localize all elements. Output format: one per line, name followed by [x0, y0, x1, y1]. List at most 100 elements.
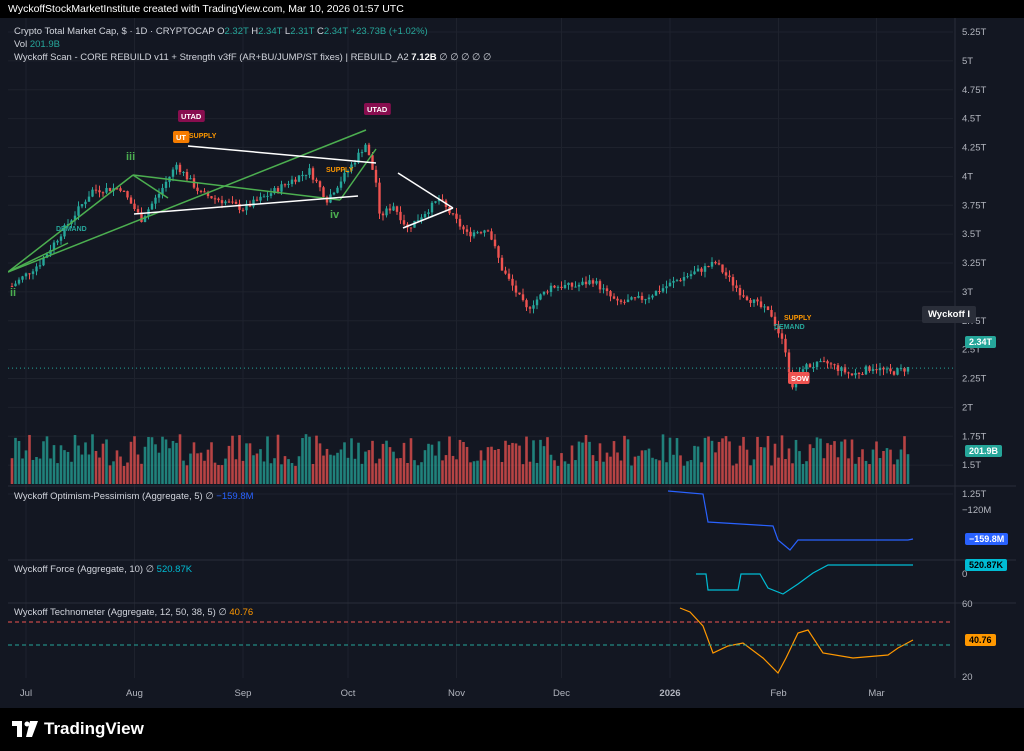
volume-bar [10, 458, 14, 484]
close-value: 2.34T [323, 26, 348, 37]
candle-body [430, 202, 434, 213]
volume-bar [497, 449, 500, 484]
candle-body [234, 201, 238, 204]
tradingview-logo[interactable]: TradingView [12, 718, 144, 740]
volume-bar [434, 455, 437, 484]
volume-bar [374, 463, 378, 484]
chart-svg[interactable]: 5.25T 5T 4.75T 4.5T 4.25T 4T 3.75T 3.5T 3.25T 3T 2… [8, 18, 1016, 708]
volume-bar [514, 443, 518, 484]
candle-body [154, 197, 157, 204]
volume-legend[interactable]: Vol 201.9B [14, 39, 60, 50]
volume-bar [829, 444, 833, 484]
candle-body [472, 232, 476, 237]
volume-bar [402, 442, 406, 484]
volume-bar [444, 455, 448, 484]
candle-body [224, 201, 227, 204]
candle-body [462, 226, 465, 230]
candle-body [140, 212, 143, 223]
optimism-legend[interactable]: Wyckoff Optimism-Pessimism (Aggregate, 5… [14, 491, 254, 502]
candle-body [539, 294, 542, 300]
volume-bar [378, 458, 381, 484]
volume-bar [609, 456, 612, 484]
volume-bar [500, 462, 504, 484]
volume-bar [49, 458, 52, 484]
volume-bar [329, 454, 332, 484]
candle-body [325, 197, 329, 203]
candle-body [651, 295, 654, 298]
wave-line [339, 148, 377, 201]
volume-bar [336, 452, 339, 484]
wyckoff-callout[interactable]: Wyckoff I [922, 306, 977, 323]
candle-body [287, 183, 290, 185]
candle-body [385, 208, 388, 216]
candle-body [98, 190, 101, 193]
indicator-legend[interactable]: Wyckoff Scan - CORE REBUILD v11 + Streng… [14, 52, 491, 63]
volume-bar [255, 453, 259, 484]
force-legend[interactable]: Wyckoff Force (Aggregate, 10) ∅ 520.87K [14, 564, 192, 575]
volume-bar [661, 434, 665, 484]
candle-body [77, 206, 80, 216]
y-tick-label: 1.75T [962, 431, 986, 442]
volume-bar [633, 456, 637, 484]
candle-body [17, 279, 21, 284]
volume-bar [794, 439, 798, 484]
candle-body [721, 264, 724, 273]
volume-bar [591, 455, 595, 484]
candle-body [105, 187, 108, 193]
indicator-lines [8, 490, 953, 674]
candle-body [871, 369, 875, 371]
volume-bar [248, 443, 252, 484]
y-tick-label: 3.5T [962, 229, 981, 240]
candle-body [367, 144, 371, 156]
indicator-name: Wyckoff Scan - CORE REBUILD v11 + Streng… [14, 52, 409, 63]
candle-body [101, 192, 105, 194]
candle-body [301, 174, 304, 176]
sow-label-bg [788, 372, 810, 384]
volume-bar [91, 434, 94, 484]
candle-body [84, 201, 87, 205]
volume-bar [360, 463, 364, 484]
volume-bar [577, 441, 581, 484]
techno-legend[interactable]: Wyckoff Technometer (Aggregate, 12, 50, … [14, 607, 253, 618]
candle-body [507, 273, 511, 279]
candle-body [119, 188, 122, 191]
volume-bar [217, 464, 220, 484]
volume-bar [542, 446, 546, 484]
volume-bar [154, 444, 157, 484]
volume-bar [143, 446, 147, 484]
candle-body [458, 218, 462, 227]
volume-badge: 201.9B [965, 445, 1003, 457]
volume-bar [21, 458, 24, 484]
candle-body [210, 196, 213, 199]
volume-bar [570, 445, 574, 484]
candle-body [633, 297, 637, 299]
volume-bar [738, 445, 742, 484]
candle-body [91, 189, 94, 197]
volume-bar [262, 461, 266, 484]
candle-body [56, 240, 59, 243]
volume-bar [896, 459, 899, 484]
low-value: 2.31T [290, 26, 315, 37]
volume-bar [133, 436, 136, 484]
volume-bar [63, 450, 66, 484]
candle-body [220, 200, 224, 204]
volume-bar [17, 440, 21, 484]
candle-body [654, 291, 658, 296]
volume-bar [490, 446, 493, 484]
demand-label-2: DEMAND [774, 324, 805, 331]
volume-bar [868, 464, 871, 484]
volume-bar [556, 465, 560, 484]
volume-bar [626, 439, 630, 484]
candle-body [308, 168, 311, 175]
force-sym: ∅ [145, 564, 155, 575]
symbol-legend[interactable]: Crypto Total Market Cap, $ · 1D · CRYPTO… [14, 26, 428, 37]
candle-body [605, 288, 609, 292]
chart-frame[interactable]: 5.25T 5T 4.75T 4.5T 4.25T 4T 3.75T 3.5T 3.25T 3T 2… [8, 18, 1016, 708]
candle-body [707, 266, 710, 268]
candle-body [570, 282, 574, 287]
volume-bar [521, 464, 525, 484]
candle-body [490, 231, 493, 240]
volume-bar [35, 457, 38, 484]
candle-body [185, 171, 189, 180]
candle-body [143, 216, 147, 223]
